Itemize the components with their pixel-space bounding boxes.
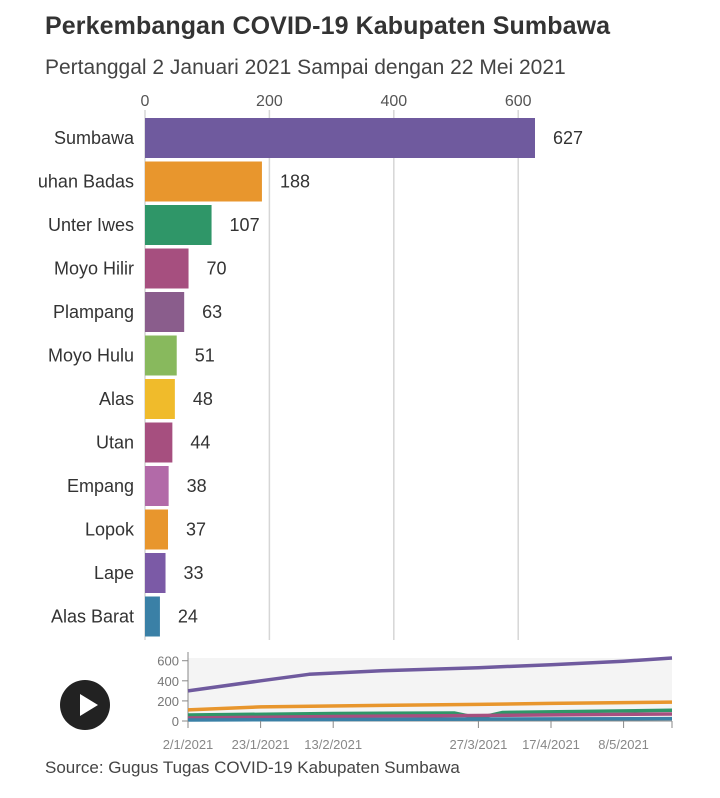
- timeline-x-tick-label: 27/3/2021: [449, 737, 507, 752]
- chart-subtitle: Pertanggal 2 Januari 2021 Sampai dengan …: [45, 56, 566, 79]
- timeline-y-tick-label: 400: [157, 674, 179, 689]
- x-tick-label: 0: [141, 93, 150, 110]
- bar[interactable]: [145, 118, 535, 158]
- timeline-x-tick-label: 8/5/2021: [598, 737, 649, 752]
- bar-category-label: Lape: [94, 563, 134, 583]
- timeline-series-line: [187, 656, 673, 693]
- bar[interactable]: [145, 466, 169, 506]
- bar-series: Sumbawa 627 uhan Badas 188 Unter Iwes 107 Moyo…: [38, 118, 583, 637]
- x-tick-label: 200: [256, 93, 283, 110]
- timeline-chart[interactable]: 0 200 400 600 2/1/2021 23/1/2021 13/2/2021 27/3…: [157, 652, 673, 752]
- timeline-x-tick-label: 17/4/2021: [522, 737, 580, 752]
- bar-category-label: Plampang: [53, 302, 134, 322]
- bar-category-label: Sumbawa: [54, 128, 135, 148]
- bar-category-label: Empang: [67, 476, 134, 496]
- chart-title: Perkembangan COVID-19 Kabupaten Sumbawa: [45, 12, 611, 40]
- bar-value-label: 63: [202, 302, 222, 322]
- bar[interactable]: [145, 292, 185, 332]
- bar[interactable]: [145, 379, 175, 419]
- bar-category-label: Moyo Hilir: [54, 259, 134, 279]
- timeline-x-tick-label: 2/1/2021: [163, 737, 214, 752]
- bar[interactable]: [145, 596, 160, 637]
- bar-value-label: 33: [184, 563, 204, 583]
- play-icon: [80, 694, 98, 716]
- bar[interactable]: [145, 248, 189, 289]
- bar-value-label: 37: [186, 520, 206, 540]
- bar-category-label: Moyo Hulu: [48, 346, 134, 366]
- bar-value-label: 107: [230, 215, 260, 235]
- timeline-x-tick-label: 23/1/2021: [232, 737, 290, 752]
- bar-value-label: 51: [195, 346, 215, 366]
- play-button[interactable]: [60, 680, 110, 730]
- bar[interactable]: [145, 509, 169, 550]
- bar[interactable]: [145, 335, 177, 376]
- bar-value-label: 627: [553, 128, 583, 148]
- timeline-y-tick-label: 200: [157, 694, 179, 709]
- bar-value-label: 38: [187, 476, 207, 496]
- bar-category-label: Unter Iwes: [48, 215, 134, 235]
- timeline-series-line: [187, 716, 673, 722]
- bar-category-label: uhan Badas: [38, 172, 134, 192]
- bar-value-label: 44: [190, 433, 210, 453]
- bar[interactable]: [145, 161, 262, 202]
- timeline-y-tick-label: 0: [172, 714, 179, 729]
- bar-value-label: 24: [178, 607, 198, 627]
- bar-category-label: Alas Barat: [51, 607, 134, 627]
- source-note: Source: Gugus Tugas COVID-19 Kabupaten S…: [45, 758, 460, 777]
- x-tick-label: 400: [380, 93, 407, 110]
- bar[interactable]: [145, 553, 166, 593]
- timeline-y-tick-label: 600: [157, 654, 179, 669]
- bar-category-label: Lopok: [85, 520, 135, 540]
- bar-value-label: 70: [207, 259, 227, 279]
- timeline-series-line: [187, 700, 673, 712]
- bar-value-label: 48: [193, 389, 213, 409]
- timeline-x-tick-label: 13/2/2021: [304, 737, 362, 752]
- timeline-series-line: [187, 712, 673, 720]
- x-tick-label: 600: [505, 93, 532, 110]
- bar[interactable]: [145, 422, 173, 463]
- bar[interactable]: [145, 205, 212, 245]
- bar-value-label: 188: [280, 172, 310, 192]
- bar-category-label: Alas: [99, 389, 134, 409]
- bar-category-label: Utan: [96, 433, 134, 453]
